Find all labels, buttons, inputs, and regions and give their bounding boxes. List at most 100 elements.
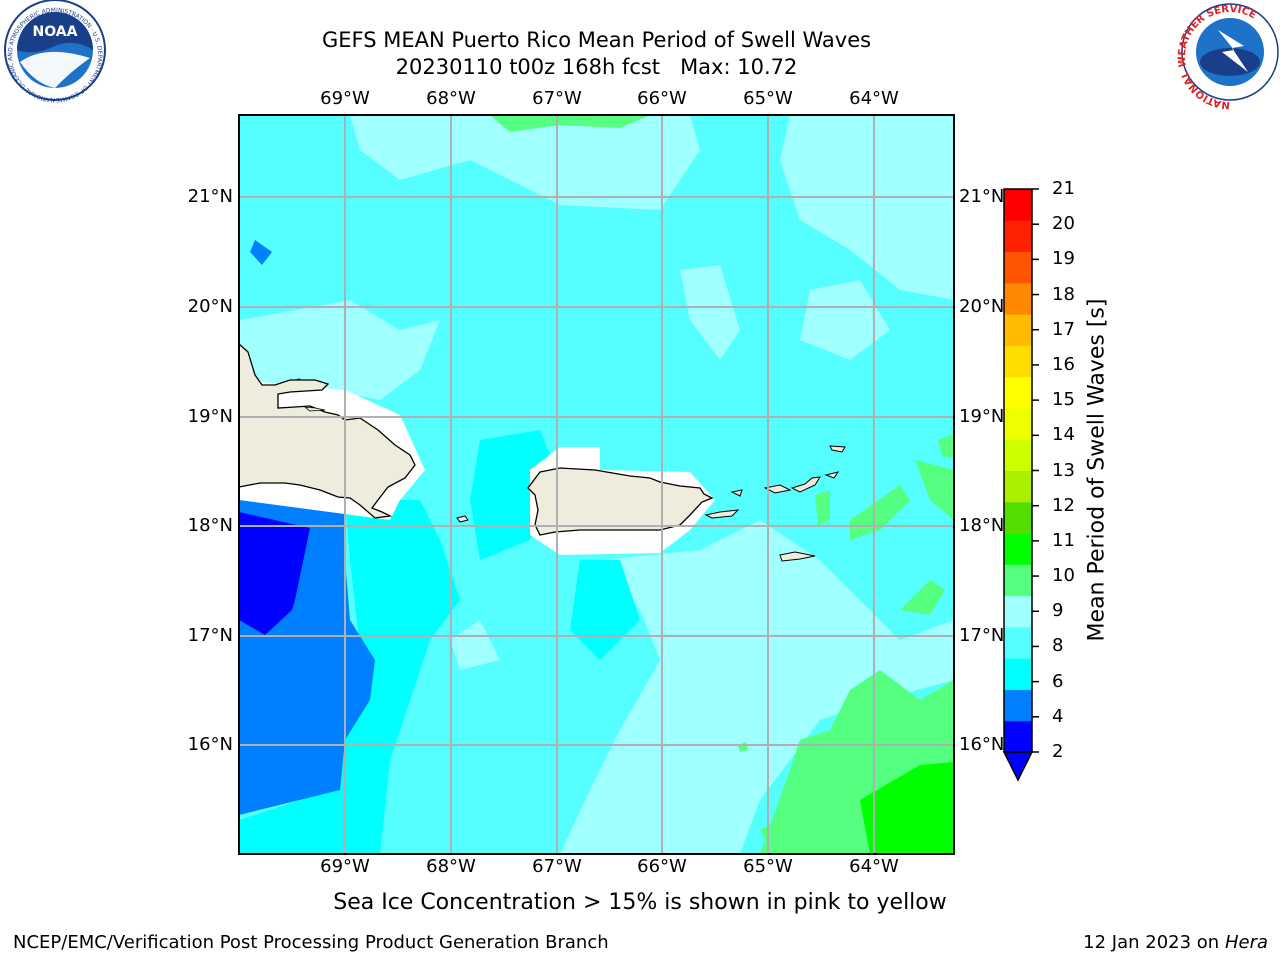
colorbar-tick-label: 10: [1052, 565, 1075, 587]
colorbar-tick-label: 20: [1052, 213, 1075, 235]
colorbar-tick-label: 16: [1052, 353, 1075, 375]
colorbar-segment: [1004, 314, 1032, 346]
colorbar-tick-label: 14: [1052, 424, 1075, 446]
gridlines: [239, 115, 954, 854]
footer-credit: NCEP/EMC/Verification Post Processing Pr…: [13, 932, 609, 953]
colorbar-tick-label: 15: [1052, 389, 1075, 411]
colorbar-segment: [1004, 282, 1032, 315]
field-light-west: [240, 300, 440, 400]
field-deepblue-sw: [239, 512, 310, 635]
field-cyan-patch1: [470, 430, 560, 560]
colorbar-segment: [1004, 658, 1032, 690]
colorbar-tick-label: 12: [1052, 494, 1075, 516]
lat-label-left-21: 21°N: [187, 186, 233, 207]
hispaniola-land: [239, 343, 416, 519]
mona-island: [456, 515, 469, 523]
colorbar-segment: [1004, 501, 1032, 534]
colorbar-segment: [1004, 220, 1032, 253]
colorbar-tick-label: 4: [1052, 705, 1064, 727]
lon-label-bottom-67: 67°W: [532, 856, 582, 877]
colorbar-segment: [1004, 439, 1032, 471]
culebra-island: [730, 489, 743, 497]
colorbar-tick-label: 9: [1052, 600, 1064, 622]
field-light-ne: [780, 115, 954, 300]
field-green-north: [490, 115, 650, 132]
lon-label-bottom-65: 65°W: [743, 856, 793, 877]
virgin-islands: [790, 476, 821, 493]
noaa-logo: NOAA NATIONAL OCEANIC AND ATMOSPHERIC AD…: [0, 0, 106, 103]
field-midblue-spot: [250, 240, 272, 265]
field-green-e4: [815, 490, 830, 525]
field-green-e2: [915, 460, 954, 520]
colorbar-segment: [1004, 407, 1032, 440]
chart-title: GEFS MEAN Puerto Rico Mean Period of Swe…: [321, 28, 872, 52]
swell-period-field: [239, 115, 954, 854]
colorbar-tick-label: 8: [1052, 635, 1064, 657]
nws-logo: NATIONAL WEATHER SERVICE: [1177, 3, 1279, 110]
field-green-e5: [900, 580, 945, 615]
field-light-patch1: [680, 265, 740, 360]
colorbar-title: Mean Period of Swell Waves [s]: [1084, 298, 1110, 642]
field-green-se-dark: [860, 762, 954, 854]
colorbar: [1002, 188, 1039, 782]
field-light-south: [560, 520, 954, 854]
colorbar-tick-label: 2: [1052, 741, 1064, 762]
field-light-patch3: [450, 620, 500, 670]
lat-label-left-19: 19°N: [187, 406, 233, 427]
lon-label-bottom-66: 66°W: [637, 856, 687, 877]
st-croix-island: [779, 551, 816, 562]
colorbar-segment: [1004, 345, 1032, 378]
lat-label-left-20: 20°N: [187, 296, 233, 317]
map-frame: [238, 114, 955, 855]
colorbar-tick-label: 11: [1052, 529, 1075, 551]
colorbar-under-extend: [1002, 751, 1034, 782]
footer-date-text: 12 Jan 2023 on: [1083, 932, 1220, 953]
lon-label-top-66: 66°W: [637, 88, 687, 109]
lon-label-top-64: 64°W: [849, 88, 899, 109]
colorbar-segment: [1004, 251, 1032, 284]
colorbar-segment: [1004, 595, 1032, 628]
colorbar-segment: [1004, 564, 1032, 597]
lon-label-top-68: 68°W: [426, 88, 476, 109]
colorbar-tick-label: 19: [1052, 248, 1075, 270]
colorbar-tick-label: 21: [1052, 178, 1075, 199]
colorbar-segment: [1004, 470, 1032, 503]
field-green-e3: [938, 434, 954, 458]
field-light-patch2: [800, 280, 890, 360]
lat-label-right-17: 17°N: [959, 625, 1005, 646]
lon-label-bottom-64: 64°W: [849, 856, 899, 877]
sea-ice-note: Sea Ice Concentration > 15% is shown in …: [333, 890, 947, 915]
lon-label-top-69: 69°W: [320, 88, 370, 109]
lat-label-left-18: 18°N: [187, 515, 233, 536]
lat-label-right-19: 19°N: [959, 406, 1005, 427]
lat-label-right-16: 16°N: [959, 734, 1005, 755]
footer-date: 12 Jan 2023 on Hera: [1083, 932, 1268, 953]
vieques-island: [704, 509, 740, 519]
lat-label-right-20: 20°N: [959, 296, 1005, 317]
field-cyan-sw: [239, 500, 460, 854]
lon-label-top-67: 67°W: [532, 88, 582, 109]
colorbar-tick-label: 6: [1052, 670, 1064, 692]
lat-label-left-17: 17°N: [187, 625, 233, 646]
colorbar-segment: [1004, 689, 1032, 722]
puerto-rico-land: [527, 467, 714, 536]
colorbar-segment: [1004, 533, 1032, 565]
st-thomas-island: [763, 484, 792, 494]
colorbar-tick-label: 18: [1052, 283, 1075, 305]
colorbar-tick-label: 13: [1052, 459, 1075, 481]
colorbar-tick-label: 17: [1052, 318, 1075, 340]
colorbar-segment: [1004, 376, 1032, 409]
lon-label-bottom-69: 69°W: [320, 856, 370, 877]
tortuga-island: [303, 406, 326, 412]
lon-label-top-65: 65°W: [743, 88, 793, 109]
footer-machine: Hera: [1224, 932, 1268, 953]
lat-label-left-16: 16°N: [187, 734, 233, 755]
anegada-island: [829, 445, 846, 453]
lat-label-right-18: 18°N: [959, 515, 1005, 536]
field-light-north: [350, 115, 700, 210]
chart-subtitle: 20230110 t00z 168h fcst Max: 10.72: [395, 55, 798, 79]
colorbar-segment: [1004, 626, 1032, 659]
small-island: [824, 471, 840, 479]
noaa-logo-text: NOAA: [33, 24, 78, 40]
